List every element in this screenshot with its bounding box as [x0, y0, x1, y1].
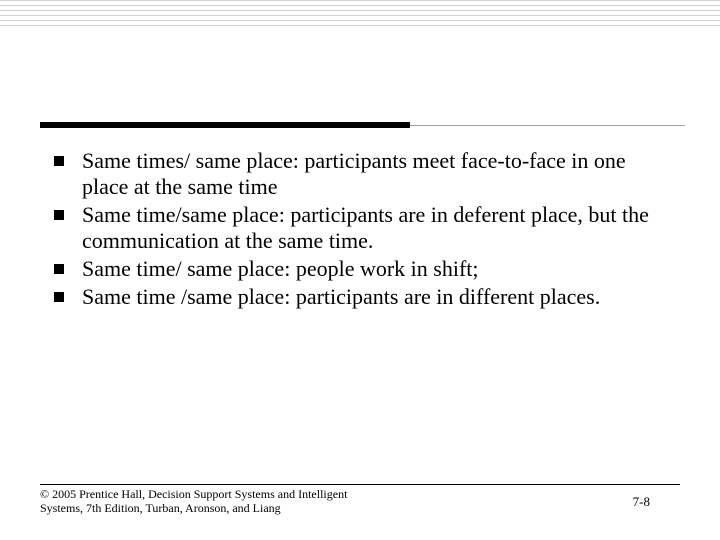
list-item: Same time/same place: participants are i… — [54, 202, 666, 254]
slide-footer: © 2005 Prentice Hall, Decision Support S… — [40, 484, 680, 516]
bullet-text: Same time /same place: participants are … — [82, 284, 600, 310]
list-item: Same time/ same place: people work in sh… — [54, 256, 666, 282]
title-rule-thin — [410, 125, 685, 126]
square-bullet-icon — [54, 210, 64, 220]
bullet-list: Same times/ same place: participants mee… — [54, 148, 666, 312]
footer-line-1: © 2005 Prentice Hall, Decision Support S… — [40, 488, 347, 502]
footer-line-2: Systems, 7th Edition, Turban, Aronson, a… — [40, 502, 347, 516]
title-underline — [40, 122, 685, 128]
square-bullet-icon — [54, 156, 64, 166]
list-item: Same time /same place: participants are … — [54, 284, 666, 310]
bullet-text: Same time/same place: participants are i… — [82, 202, 666, 254]
list-item: Same times/ same place: participants mee… — [54, 148, 666, 200]
top-decorative-rules — [0, 0, 720, 30]
square-bullet-icon — [54, 264, 64, 274]
square-bullet-icon — [54, 292, 64, 302]
footer-copyright: © 2005 Prentice Hall, Decision Support S… — [40, 488, 347, 516]
bullet-text: Same times/ same place: participants mee… — [82, 148, 666, 200]
bullet-text: Same time/ same place: people work in sh… — [82, 256, 479, 282]
page-number: 7-8 — [633, 488, 680, 510]
title-rule-thick — [40, 122, 410, 128]
